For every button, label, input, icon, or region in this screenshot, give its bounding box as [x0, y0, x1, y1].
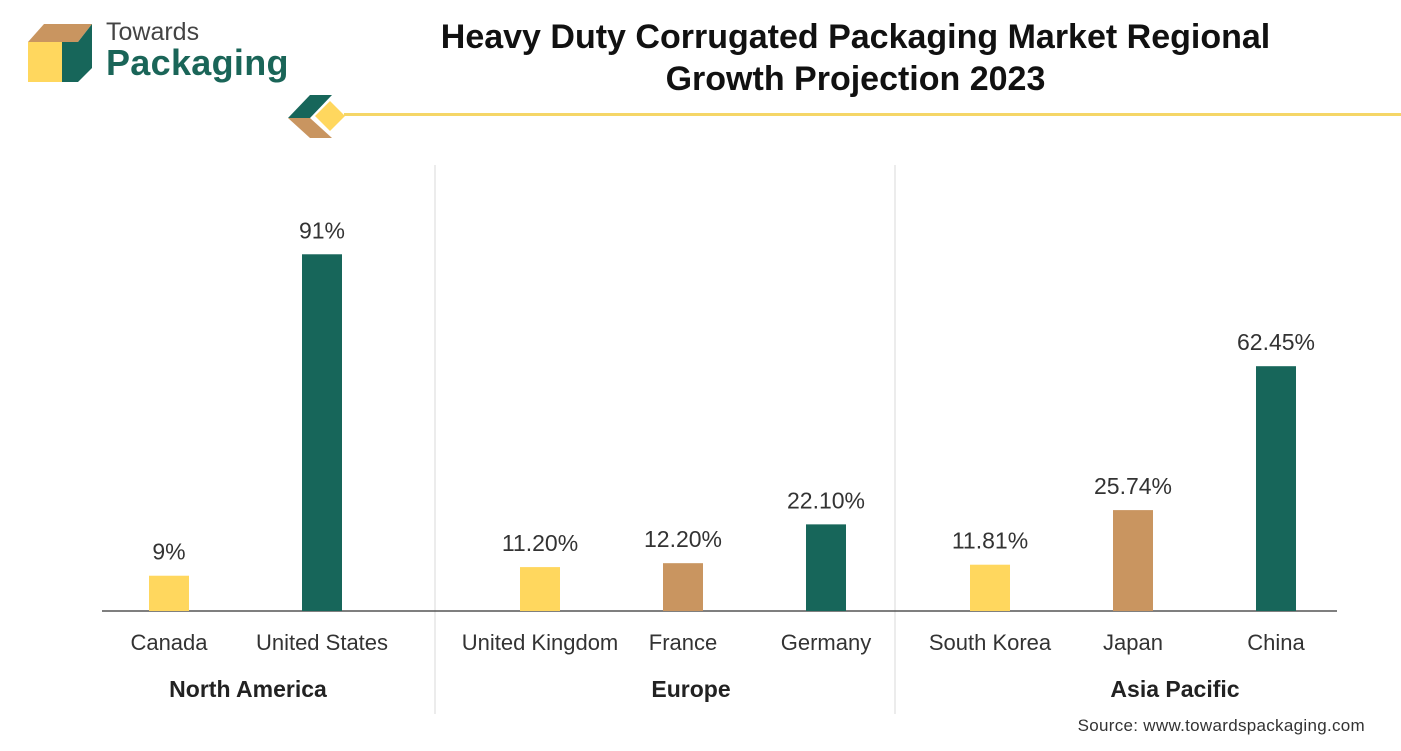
data-label: 62.45%: [1237, 329, 1315, 355]
ornament-accent-line: [344, 113, 1401, 116]
data-label: 12.20%: [644, 526, 722, 552]
ornament-green-shape: [288, 95, 332, 118]
region-group-label: Europe: [651, 676, 730, 702]
data-label: 11.81%: [952, 528, 1028, 554]
data-label: 9%: [152, 539, 185, 565]
data-label: 11.20%: [502, 530, 578, 556]
data-label: 25.74%: [1094, 473, 1172, 499]
chart-title: Heavy Duty Corrugated Packaging Market R…: [340, 16, 1371, 100]
data-label: 91%: [299, 217, 345, 243]
bar-china: [1256, 366, 1296, 611]
brand-logo: Towards Packaging: [26, 18, 289, 88]
x-tick-label: United Kingdom: [462, 630, 619, 655]
box-logo-icon: [28, 24, 92, 82]
x-tick-label: Germany: [781, 630, 871, 655]
source-note: Source: www.towardspackaging.com: [1077, 716, 1365, 735]
x-tick-label: South Korea: [929, 630, 1052, 655]
bar-japan: [1113, 510, 1153, 611]
x-tick-label: Japan: [1103, 630, 1163, 655]
bar-south-korea: [970, 564, 1010, 611]
ornament-yellow-diamond: [315, 101, 345, 131]
logo-text-towards: Towards: [106, 18, 200, 46]
chart-title-line-2: Growth Projection 2023: [665, 60, 1046, 98]
x-tick-label: Canada: [130, 630, 208, 655]
x-tick-label: United States: [256, 630, 388, 655]
x-tick-label: France: [649, 630, 717, 655]
bar-germany: [806, 524, 846, 611]
ornament-tan-shape: [288, 118, 332, 138]
title-ornament: [288, 95, 1401, 138]
region-group-label: Asia Pacific: [1110, 676, 1239, 702]
logo-text-packaging: Packaging: [106, 42, 289, 83]
region-group-label: North America: [169, 676, 327, 702]
x-tick-label: China: [1247, 630, 1305, 655]
bar-france: [663, 563, 703, 611]
data-label: 22.10%: [787, 487, 865, 513]
bar-united-states: [302, 254, 342, 611]
bar-united-kingdom: [520, 567, 560, 611]
chart-title-line-1: Heavy Duty Corrugated Packaging Market R…: [440, 18, 1271, 56]
bar-canada: [149, 575, 189, 611]
